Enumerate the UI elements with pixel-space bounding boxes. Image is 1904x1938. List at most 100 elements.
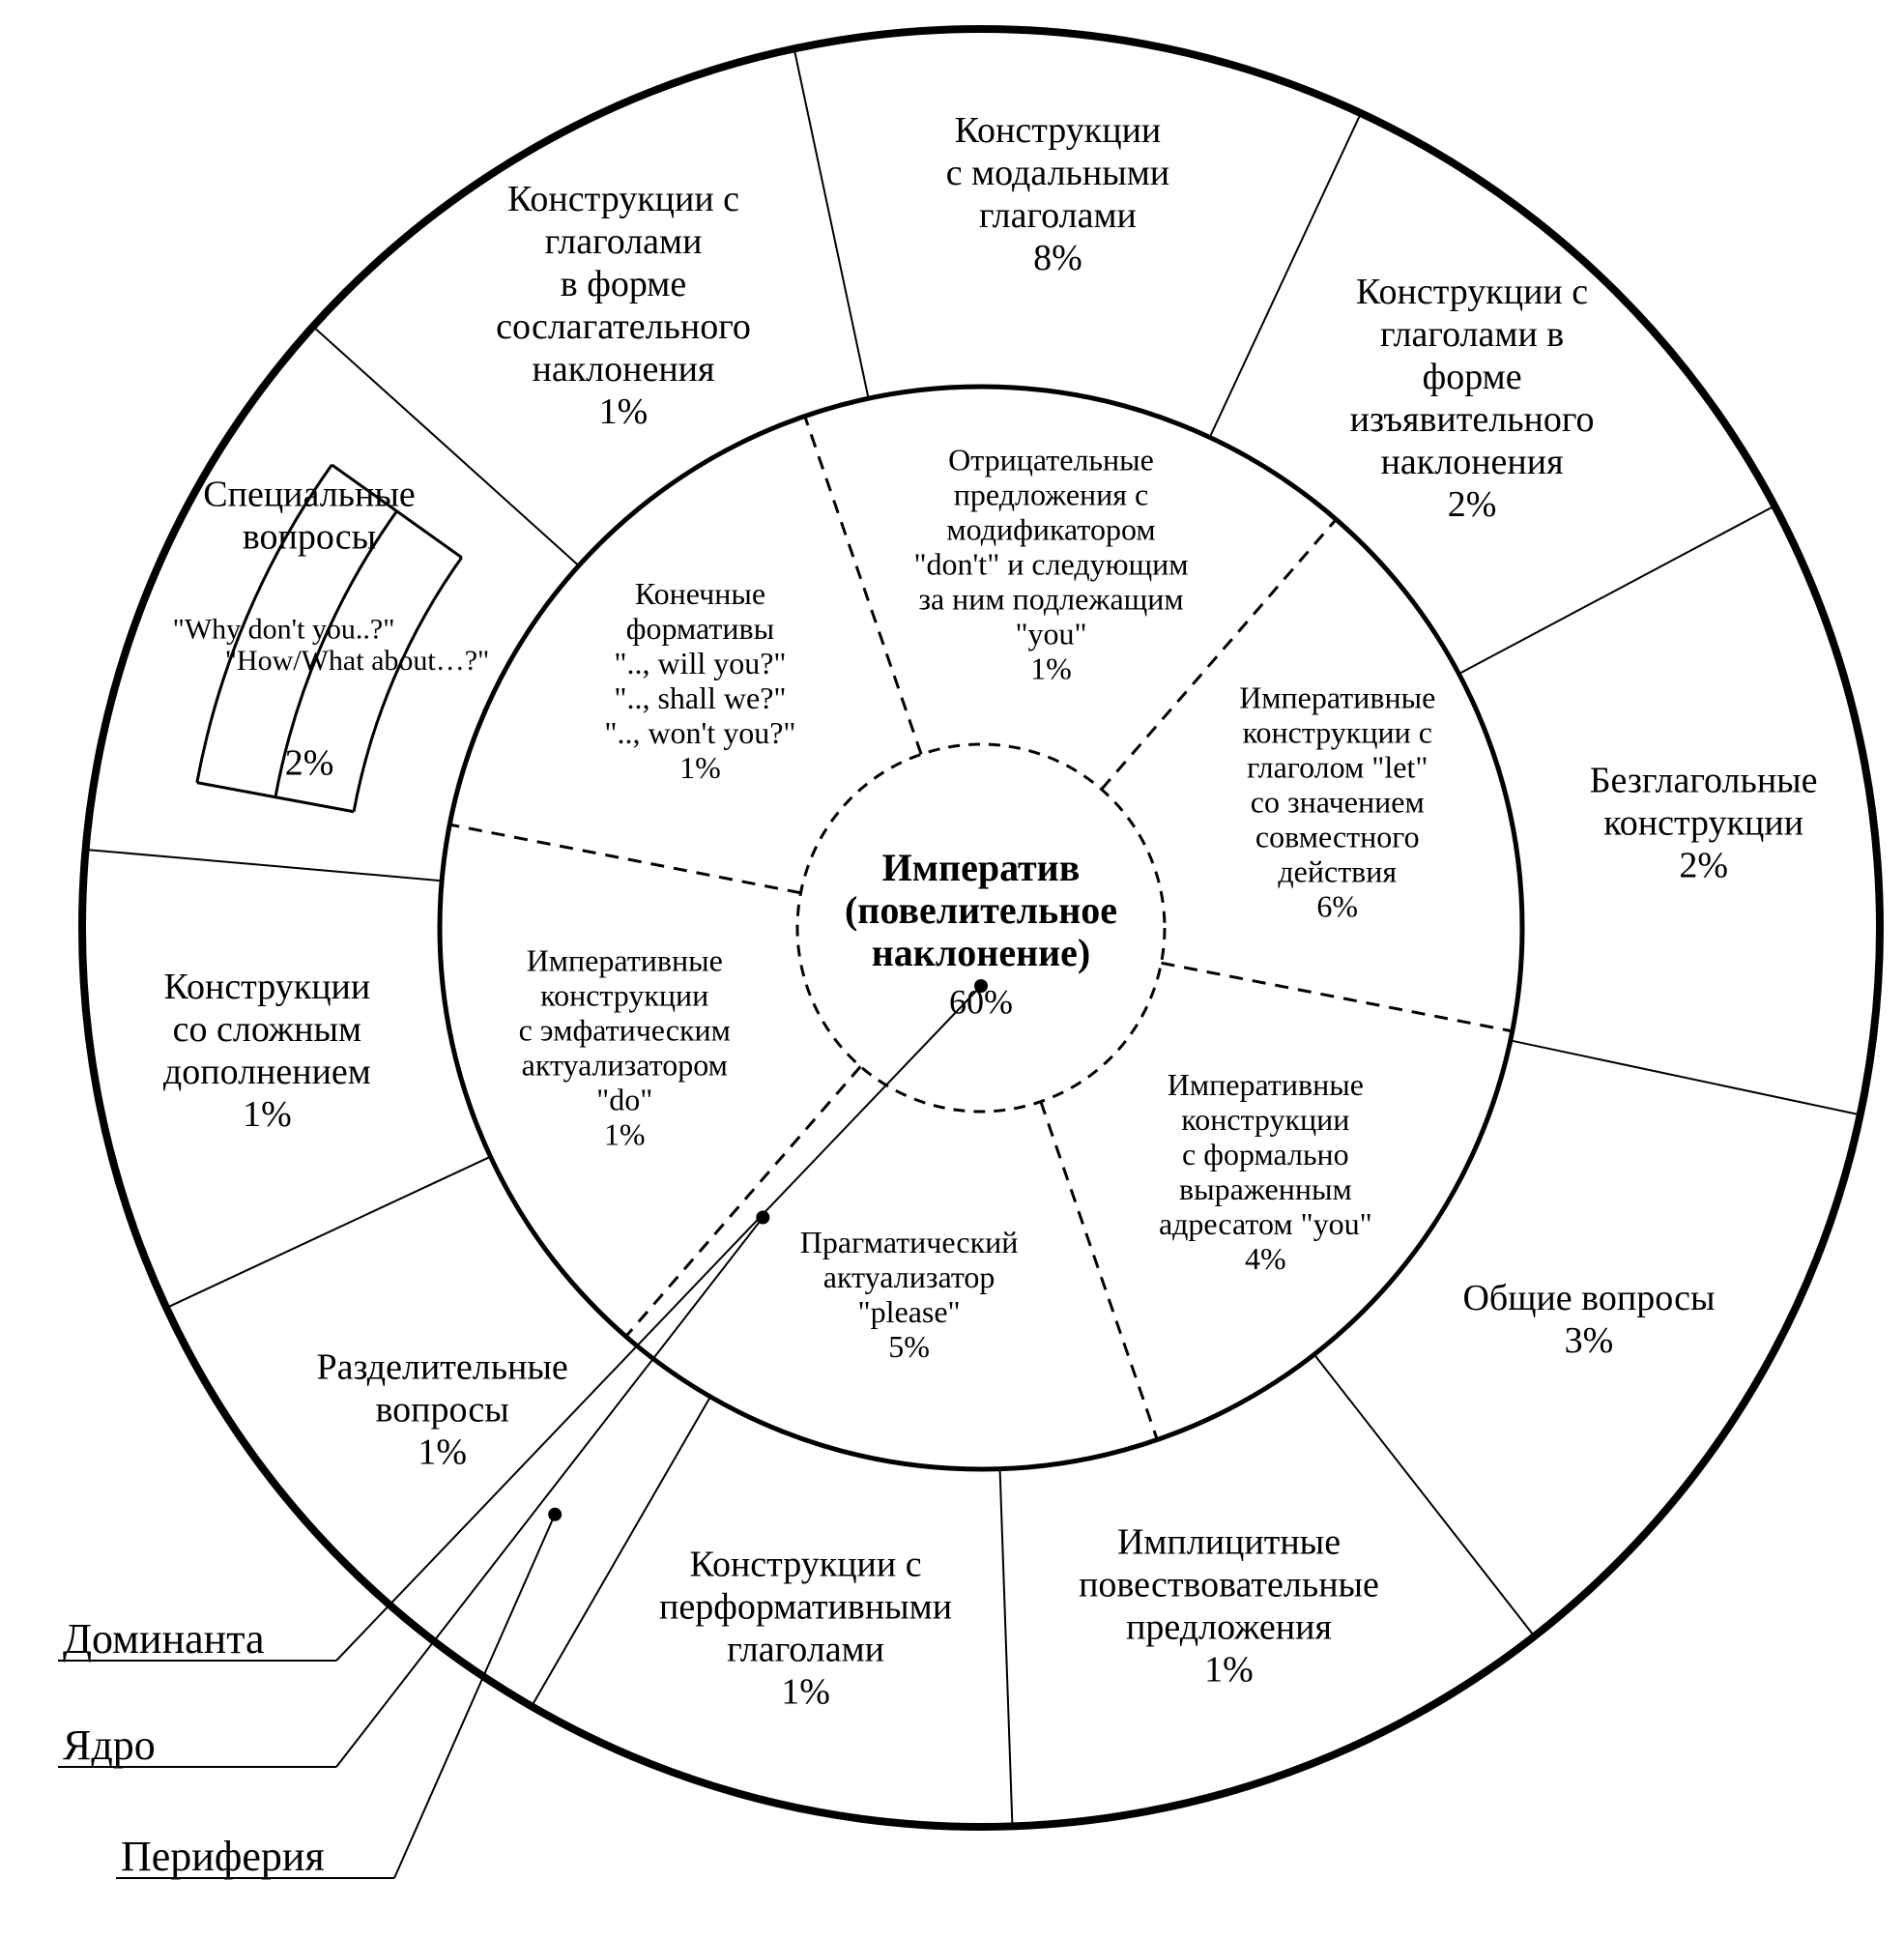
- svg-text:Императивные: Императивные: [1239, 680, 1435, 714]
- outer-segment-label: Разделительныевопросы1%: [316, 1347, 567, 1473]
- svg-text:1%: 1%: [418, 1432, 467, 1473]
- svg-text:"you": "you": [1015, 616, 1086, 651]
- middle-segment-label: Императивныеконструкциис эмфатическимакт…: [519, 942, 731, 1151]
- svg-text:со сложным: со сложным: [173, 1009, 361, 1050]
- svg-text:вопросы: вопросы: [243, 517, 376, 558]
- middle-segment-label: Императивныеконструкциис формальновыраже…: [1159, 1067, 1372, 1276]
- svg-text:предложения с: предложения с: [954, 477, 1148, 511]
- center-label: Императив(повелительноенаклонение)60%: [845, 846, 1117, 1021]
- svg-text:(повелительное: (повелительное: [845, 888, 1117, 932]
- outer-segment-label: Общие вопросы3%: [1462, 1278, 1715, 1361]
- svg-text:"How/What about…?": "How/What about…?": [225, 645, 490, 677]
- svg-text:Конструкции: Конструкции: [164, 967, 371, 1007]
- svg-text:сослагательного: сослагательного: [496, 306, 751, 347]
- outer-segment-label: Конструкции сглаголамив формесослагатель…: [496, 179, 751, 432]
- svg-text:Императивные: Императивные: [1168, 1067, 1364, 1102]
- legend-dot: [548, 1508, 562, 1521]
- svg-text:действия: действия: [1278, 853, 1397, 888]
- svg-text:наклонения: наклонения: [1381, 442, 1564, 482]
- svg-text:актуализатором: актуализатором: [522, 1047, 728, 1082]
- svg-text:конструкции: конструкции: [1181, 1102, 1349, 1137]
- svg-text:"do": "do": [596, 1082, 652, 1116]
- svg-text:конструкции с: конструкции с: [1243, 714, 1432, 749]
- svg-text:".., won't you?": ".., won't you?": [604, 715, 795, 750]
- legend-label: Доминанта: [63, 1615, 264, 1663]
- svg-text:8%: 8%: [1033, 238, 1082, 278]
- svg-text:Конечные: Конечные: [635, 576, 765, 611]
- svg-text:Специальные: Специальные: [203, 475, 415, 515]
- svg-text:наклонения: наклонения: [533, 349, 715, 390]
- svg-text:с формально: с формально: [1182, 1137, 1349, 1171]
- svg-text:2%: 2%: [285, 743, 334, 784]
- svg-text:глаголами в: глаголами в: [1380, 314, 1564, 355]
- svg-text:адресатом "you": адресатом "you": [1159, 1206, 1372, 1241]
- svg-text:1%: 1%: [243, 1094, 292, 1135]
- legend-label: Ядро: [63, 1721, 156, 1769]
- svg-text:"Why don't you..?": "Why don't you..?": [173, 614, 395, 646]
- svg-text:с эмфатическим: с эмфатическим: [519, 1012, 731, 1047]
- svg-text:перформативными: перформативными: [659, 1586, 952, 1627]
- svg-text:Прагматический: Прагматический: [800, 1225, 1019, 1259]
- middle-segment-label: Отрицательныепредложения смодификатором"…: [913, 442, 1188, 685]
- svg-text:Конструкции с: Конструкции с: [690, 1544, 922, 1584]
- legend-dot: [756, 1210, 769, 1224]
- svg-text:Разделительные: Разделительные: [316, 1347, 567, 1388]
- svg-text:формативы: формативы: [626, 611, 774, 646]
- svg-text:глаголами: глаголами: [545, 221, 703, 262]
- svg-text:1%: 1%: [1030, 651, 1072, 685]
- svg-text:1%: 1%: [679, 750, 721, 785]
- svg-text:с модальными: с модальными: [946, 153, 1169, 193]
- svg-text:дополнением: дополнением: [163, 1052, 371, 1092]
- svg-text:конструкции: конструкции: [1603, 803, 1803, 844]
- svg-text:1%: 1%: [1204, 1649, 1254, 1690]
- svg-text:6%: 6%: [1316, 888, 1358, 923]
- svg-text:выраженным: выраженным: [1179, 1171, 1352, 1206]
- outer-segment-label: Конструкции сглаголами вформеизъявительн…: [1350, 272, 1595, 525]
- svg-text:Имплицитные: Имплицитные: [1117, 1521, 1341, 1562]
- svg-text:форме: форме: [1423, 357, 1522, 397]
- svg-text:предложения: предложения: [1126, 1606, 1332, 1647]
- outer-segment-label: Конструкциис модальнымиглаголами8%: [946, 110, 1169, 278]
- svg-text:1%: 1%: [599, 391, 649, 432]
- svg-text:глаголами: глаголами: [727, 1629, 884, 1669]
- svg-text:5%: 5%: [888, 1329, 930, 1364]
- svg-text:Императив: Императив: [882, 846, 1081, 889]
- svg-text:актуализатор: актуализатор: [823, 1259, 995, 1294]
- svg-text:Конструкции с: Конструкции с: [1356, 272, 1588, 312]
- svg-text:Безглагольные: Безглагольные: [1590, 761, 1818, 801]
- legend-label: Периферия: [121, 1833, 325, 1880]
- outer-segment-label: Конструкциисо сложнымдополнением1%: [163, 967, 371, 1135]
- legend-leader: [336, 1217, 763, 1767]
- svg-text:глаголом "let": глаголом "let": [1247, 749, 1428, 784]
- middle-segment-label: Прагматическийактуализатор"please"5%: [800, 1225, 1019, 1364]
- svg-text:совместного: совместного: [1255, 819, 1420, 853]
- legend-leader: [394, 1515, 555, 1878]
- legend-dot: [974, 979, 988, 993]
- svg-text:изъявительного: изъявительного: [1350, 399, 1595, 440]
- middle-segment-label: Конечныеформативы".., will you?"".., sha…: [604, 576, 795, 785]
- svg-text:1%: 1%: [604, 1116, 646, 1151]
- svg-text:модификатором: модификатором: [946, 511, 1155, 546]
- svg-text:"don't" и следующим: "don't" и следующим: [913, 546, 1188, 581]
- svg-text:2%: 2%: [1448, 484, 1497, 525]
- svg-text:".., will you?": ".., will you?": [614, 646, 786, 680]
- outer-segment-special: Специальныевопросы "Why don't you..?""How…: [173, 475, 490, 784]
- svg-text:глаголами: глаголами: [979, 195, 1137, 236]
- svg-text:конструкции: конструкции: [540, 977, 708, 1012]
- svg-text:вопросы: вопросы: [375, 1390, 508, 1431]
- svg-text:3%: 3%: [1565, 1320, 1614, 1361]
- outer-segment-label: Конструкции сперформативнымиглаголами1%: [659, 1544, 952, 1712]
- svg-text:наклонение): наклонение): [872, 931, 1091, 974]
- svg-text:в форме: в форме: [561, 264, 686, 304]
- svg-text:Общие вопросы: Общие вопросы: [1462, 1278, 1715, 1318]
- outer-segment-label: Безглагольныеконструкции2%: [1590, 761, 1818, 886]
- svg-text:"please": "please": [858, 1294, 961, 1329]
- radial-diagram: Конструкциис модальнымиглаголами8%Констр…: [0, 0, 1904, 1938]
- svg-text:со значением: со значением: [1251, 784, 1425, 819]
- middle-segment-label: Императивныеконструкции сглаголом "let"с…: [1239, 680, 1435, 923]
- svg-text:Императивные: Императивные: [527, 942, 723, 977]
- outer-segment-label: Имплицитныеповествовательныепредложения1…: [1079, 1521, 1379, 1690]
- svg-text:Отрицательные: Отрицательные: [948, 442, 1154, 477]
- svg-text:повествовательные: повествовательные: [1079, 1564, 1379, 1605]
- svg-text:".., shall we?": ".., shall we?": [614, 680, 786, 715]
